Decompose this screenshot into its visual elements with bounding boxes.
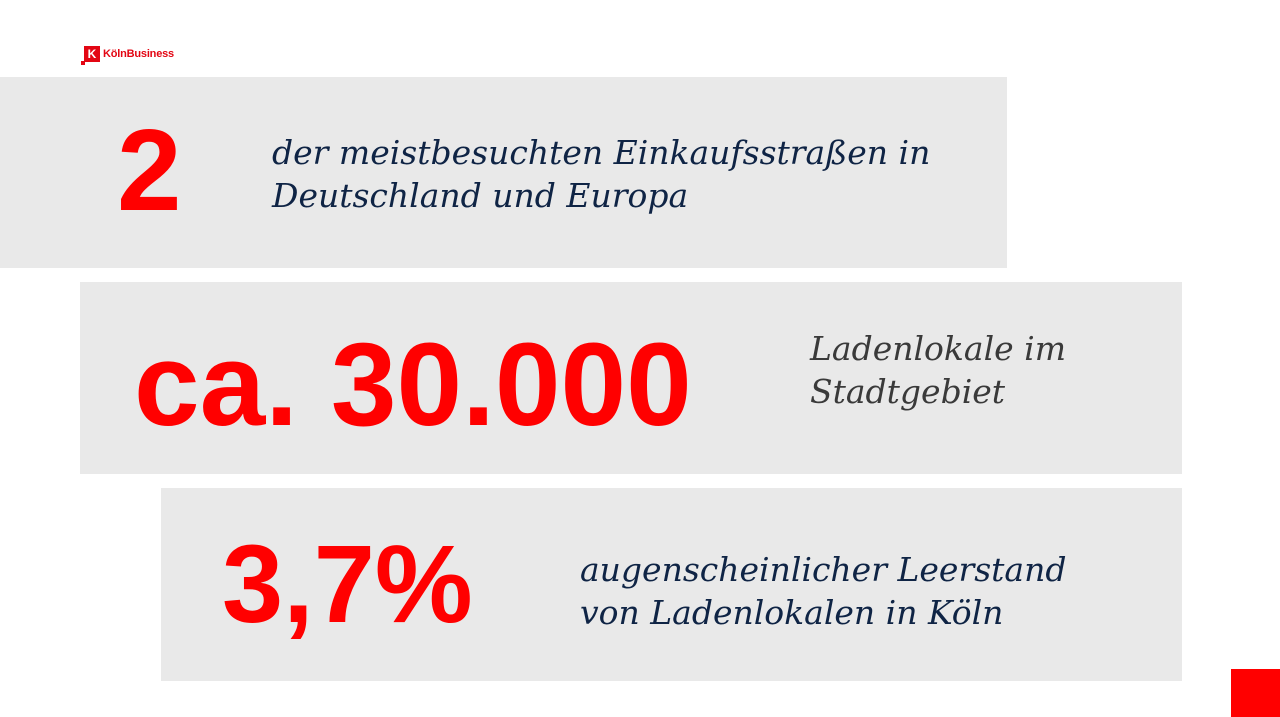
logo-letter: K bbox=[87, 47, 97, 61]
fact-description-line: von Ladenlokalen in Köln bbox=[580, 593, 1004, 632]
fact-description-line: Stadtgebiet bbox=[810, 372, 1006, 411]
fact-description-vacancy-rate: augenscheinlicher Leerstand von Ladenlok… bbox=[580, 548, 1066, 634]
fact-panel-retail-units bbox=[80, 282, 1182, 474]
fact-description-shopping-streets: der meistbesuchten Einkaufsstraßen in De… bbox=[272, 131, 930, 217]
corner-accent-square bbox=[1231, 669, 1280, 717]
fact-description-retail-units: Ladenlokale im Stadtgebiet bbox=[810, 327, 1066, 413]
fact-panel-vacancy-rate bbox=[161, 488, 1182, 681]
fact-panel-shopping-streets bbox=[0, 77, 1007, 268]
koelnbusiness-logo: K KölnBusiness bbox=[81, 45, 174, 65]
logo-mark: K bbox=[81, 46, 100, 65]
fact-description-line: der meistbesuchten Einkaufsstraßen in bbox=[272, 133, 931, 172]
fact-value-shopping-streets: 2 bbox=[117, 105, 182, 235]
fact-description-line: augenscheinlicher Leerstand bbox=[580, 550, 1067, 589]
fact-value-retail-units: ca. 30.000 bbox=[134, 319, 692, 451]
fact-description-line: Ladenlokale im bbox=[810, 329, 1067, 368]
logo-text: KölnBusiness bbox=[103, 48, 174, 60]
logo-dot bbox=[81, 61, 85, 65]
fact-value-vacancy-rate: 3,7% bbox=[222, 523, 473, 646]
fact-description-line: Deutschland und Europa bbox=[272, 176, 689, 215]
